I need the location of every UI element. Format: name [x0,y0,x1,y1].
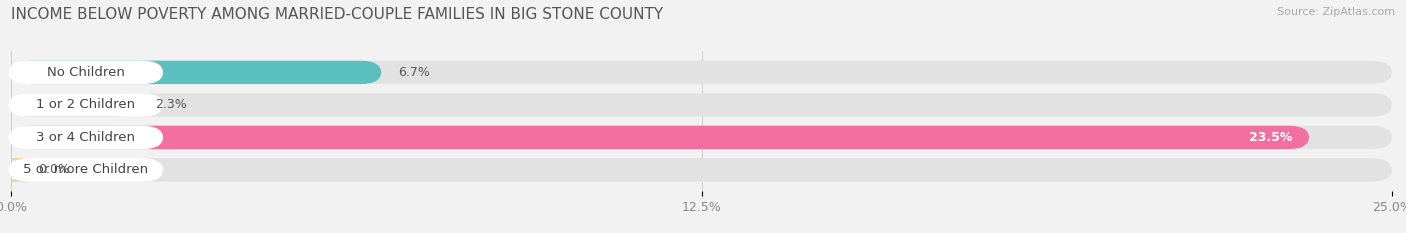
FancyBboxPatch shape [8,61,163,84]
FancyBboxPatch shape [11,61,1392,84]
Text: 2.3%: 2.3% [155,98,187,111]
FancyBboxPatch shape [8,158,163,182]
FancyBboxPatch shape [0,158,32,182]
Text: 0.0%: 0.0% [38,163,70,176]
FancyBboxPatch shape [11,126,1309,149]
Text: INCOME BELOW POVERTY AMONG MARRIED-COUPLE FAMILIES IN BIG STONE COUNTY: INCOME BELOW POVERTY AMONG MARRIED-COUPL… [11,7,664,22]
FancyBboxPatch shape [11,93,1392,116]
Text: Source: ZipAtlas.com: Source: ZipAtlas.com [1277,7,1395,17]
FancyBboxPatch shape [8,126,163,149]
Text: 5 or more Children: 5 or more Children [24,163,149,176]
FancyBboxPatch shape [11,93,138,116]
Text: 3 or 4 Children: 3 or 4 Children [37,131,135,144]
Text: 1 or 2 Children: 1 or 2 Children [37,98,135,111]
FancyBboxPatch shape [11,158,1392,182]
FancyBboxPatch shape [11,61,381,84]
FancyBboxPatch shape [11,126,1392,149]
Text: No Children: No Children [46,66,125,79]
FancyBboxPatch shape [8,93,163,116]
Text: 6.7%: 6.7% [398,66,430,79]
Text: 23.5%: 23.5% [1249,131,1292,144]
